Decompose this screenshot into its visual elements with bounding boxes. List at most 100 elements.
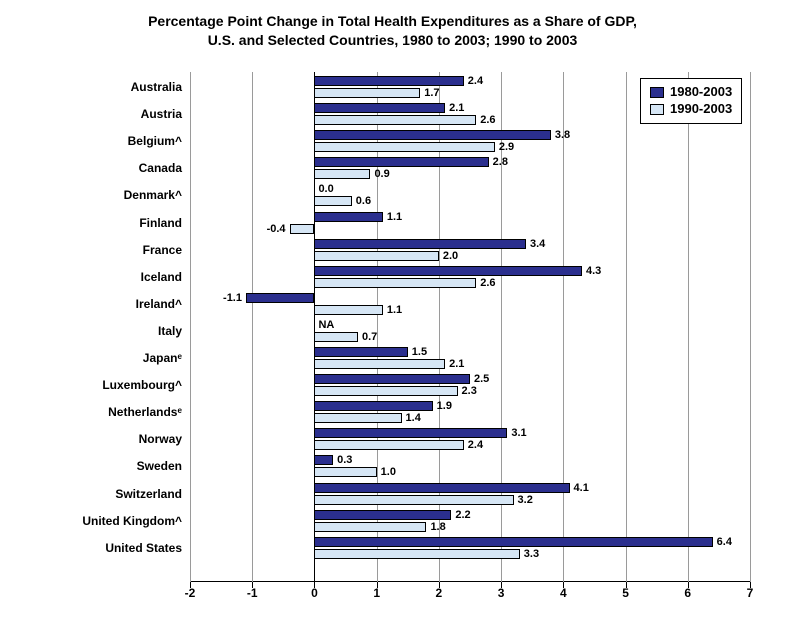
y-tick-label: Iceland [141, 270, 190, 284]
bar-s2 [314, 332, 358, 342]
bar-value-label: 2.4 [468, 439, 483, 451]
bar-value-label: 1.8 [430, 521, 445, 533]
legend-item: 1980-2003 [650, 84, 732, 101]
bar-s2 [314, 440, 463, 450]
y-tick-label: Canada [139, 161, 190, 175]
x-tick-label: 3 [498, 582, 505, 600]
x-tick-label: 6 [684, 582, 691, 600]
bar-value-label: 0.9 [374, 168, 389, 180]
bar-s2 [314, 88, 420, 98]
y-tick-label: Italy [158, 324, 190, 338]
y-tick-label: Japanᵉ [143, 351, 190, 365]
bar-value-label: 3.3 [524, 548, 539, 560]
bar-value-label: 0.6 [356, 195, 371, 207]
bar-value-label: 2.5 [474, 373, 489, 385]
plot-layer: -2-101234567Australia2.41.7Austria2.12.6… [190, 72, 750, 582]
y-tick-label: Norway [139, 432, 190, 446]
bar-s2 [314, 251, 438, 261]
bar-value-label: 1.4 [406, 412, 421, 424]
bar-s2 [314, 386, 457, 396]
y-tick-label: Belgium^ [128, 134, 190, 148]
bar-value-label: 2.2 [455, 509, 470, 521]
bar-s1 [314, 428, 507, 438]
bar-value-label: 3.8 [555, 129, 570, 141]
bar-s1 [314, 537, 712, 547]
y-tick-label: United Kingdom^ [82, 514, 190, 528]
legend-label: 1990-2003 [670, 101, 732, 118]
bar-value-label: 2.0 [443, 250, 458, 262]
gridline [252, 72, 253, 582]
bar-s1 [314, 347, 407, 357]
bar-s1 [314, 266, 582, 276]
gridline [750, 72, 751, 582]
bar-s1 [314, 212, 382, 222]
y-tick-label: Netherlandsᵉ [108, 405, 190, 419]
bar-s1 [314, 103, 445, 113]
bar-value-label: 4.3 [586, 265, 601, 277]
bar-s2 [314, 196, 351, 206]
bar-value-label: 1.9 [437, 400, 452, 412]
gridline [563, 72, 564, 582]
bar-value-label: 0.3 [337, 454, 352, 466]
page-root: Percentage Point Change in Total Health … [0, 0, 785, 618]
x-tick-label: 7 [747, 582, 754, 600]
x-axis-line [190, 581, 750, 582]
legend-item: 1990-2003 [650, 101, 732, 118]
title-line-2: U.S. and Selected Countries, 1980 to 200… [208, 32, 578, 48]
bar-value-label: 2.4 [468, 75, 483, 87]
bar-value-label: 2.3 [462, 385, 477, 397]
bar-s2 [290, 224, 315, 234]
y-tick-label: France [143, 243, 190, 257]
x-tick-label: 5 [622, 582, 629, 600]
chart-title: Percentage Point Change in Total Health … [0, 0, 785, 54]
bar-s2 [314, 169, 370, 179]
bar-s2 [314, 278, 476, 288]
y-tick-label: Finland [139, 216, 190, 230]
gridline [688, 72, 689, 582]
bar-value-label: 2.6 [480, 114, 495, 126]
bar-s2 [314, 413, 401, 423]
bar-s2 [314, 467, 376, 477]
bar-value-label: 6.4 [717, 536, 732, 548]
bar-value-label: 1.7 [424, 87, 439, 99]
bar-value-label: 3.2 [518, 494, 533, 506]
title-line-1: Percentage Point Change in Total Health … [148, 13, 637, 29]
bar-s2 [314, 115, 476, 125]
bar-s1 [314, 510, 451, 520]
bar-s1 [246, 293, 314, 303]
bar-value-label: 1.0 [381, 466, 396, 478]
bar-value-label: 3.1 [511, 427, 526, 439]
chart-plot-area: -2-101234567Australia2.41.7Austria2.12.6… [190, 72, 750, 582]
y-tick-label: Austria [141, 107, 190, 121]
bar-value-label: 2.6 [480, 277, 495, 289]
bar-s1 [314, 76, 463, 86]
bar-s1 [314, 455, 333, 465]
x-tick-label: 4 [560, 582, 567, 600]
bar-s1 [314, 483, 569, 493]
bar-value-label: 0.7 [362, 331, 377, 343]
legend: 1980-20031990-2003 [640, 78, 742, 124]
bar-value-label: 2.1 [449, 358, 464, 370]
bar-value-label: 1.5 [412, 346, 427, 358]
bar-s1 [314, 374, 470, 384]
x-tick-label: 0 [311, 582, 318, 600]
y-tick-label: United States [105, 541, 190, 555]
bar-value-label: 1.1 [387, 304, 402, 316]
legend-swatch [650, 87, 664, 98]
bar-value-label: 3.4 [530, 238, 545, 250]
legend-swatch [650, 104, 664, 115]
y-tick-label: Ireland^ [136, 297, 190, 311]
y-tick-label: Luxembourg^ [102, 378, 190, 392]
gridline [626, 72, 627, 582]
bar-s1 [314, 401, 432, 411]
bar-value-label: 1.1 [387, 211, 402, 223]
x-tick-label: 2 [436, 582, 443, 600]
bar-s2 [314, 495, 513, 505]
bar-s2 [314, 522, 426, 532]
bar-value-label: 2.9 [499, 141, 514, 153]
bar-value-label: 2.1 [449, 102, 464, 114]
bar-value-label: -0.4 [267, 223, 286, 235]
y-tick-label: Australia [131, 80, 190, 94]
bar-s2 [314, 359, 445, 369]
legend-label: 1980-2003 [670, 84, 732, 101]
